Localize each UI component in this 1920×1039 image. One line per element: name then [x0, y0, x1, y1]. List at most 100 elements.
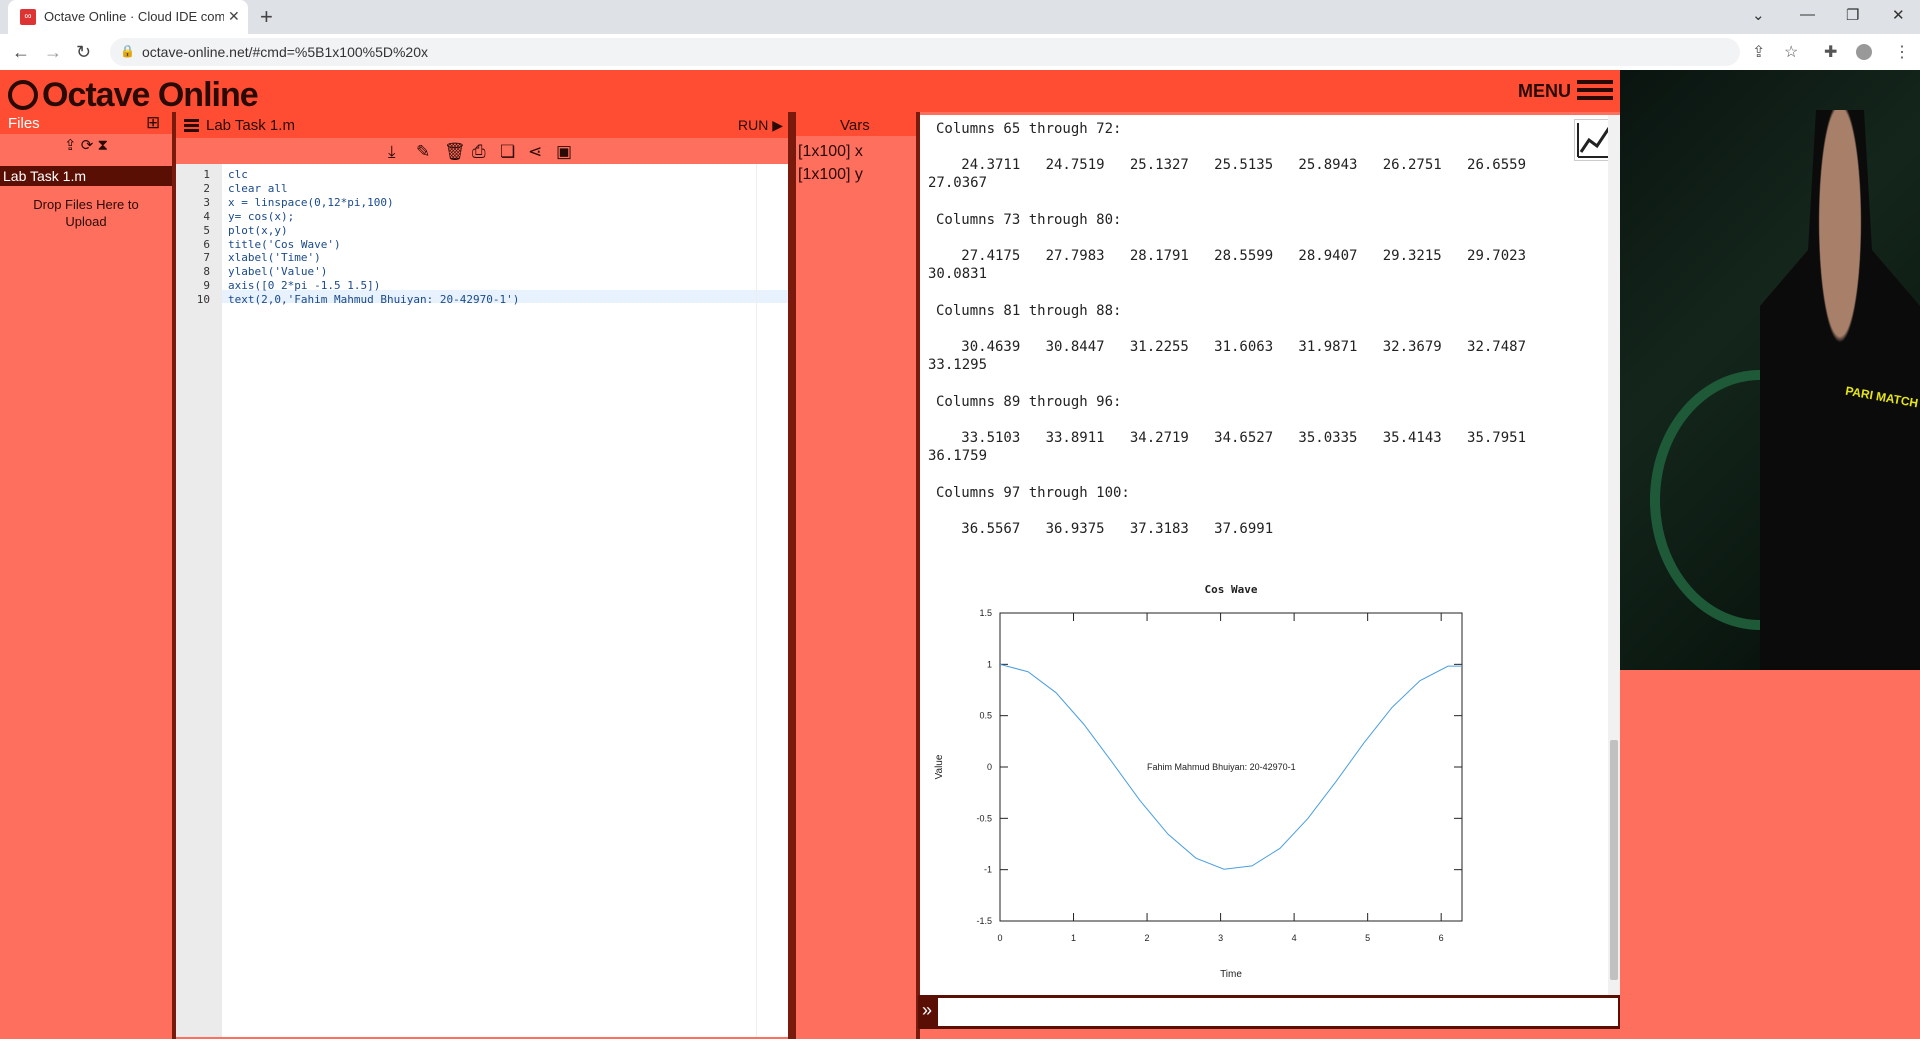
share-icon[interactable]: ⇪ — [1752, 44, 1766, 61]
x-tick-label: 4 — [1292, 933, 1297, 943]
console-values-wrap: 30.0831 — [928, 266, 988, 282]
file-list-item[interactable]: Lab Task 1.m — [0, 166, 172, 186]
code-line[interactable]: axis([0 2*pi -1.5 1.5]) — [228, 279, 381, 293]
command-input[interactable] — [938, 998, 1618, 1026]
line-chart-icon — [1577, 123, 1612, 158]
editor-menu-icon[interactable] — [184, 119, 199, 132]
console-values-wrap: 33.1295 — [928, 357, 988, 373]
code-editor[interactable]: 1 2 3 4 5 6 7 8 9 10 clc clear all x = linspace(0,1… — [176, 164, 788, 1037]
current-line-highlight — [222, 290, 788, 303]
console-values: 24.3711 24.7519 25.1327 25.5135 25.8943 … — [936, 157, 1527, 173]
code-line[interactable]: y= cos(x); — [228, 209, 295, 223]
browser-tab[interactable]: ∞ Octave Online · Cloud IDE comp ✕ — [8, 0, 248, 34]
files-header: Files ⊞ — [0, 112, 172, 134]
tab-title: Octave Online · Cloud IDE comp — [44, 9, 224, 24]
code-line[interactable]: ylabel('Value') — [228, 265, 328, 279]
line-number: 4 — [203, 209, 210, 223]
history-icon[interactable]: ❏ — [500, 142, 516, 161]
new-tab-icon[interactable]: + — [260, 4, 273, 29]
files-panel: Files ⊞ ⇪ ⟳ ⧗ Lab Task 1.m Drop Files He… — [0, 112, 172, 1039]
line-number: 1 — [203, 168, 210, 181]
line-number: 2 — [203, 181, 210, 195]
panel-divider[interactable] — [788, 112, 796, 1039]
files-title: Files — [8, 115, 40, 132]
drop-zone-text[interactable]: Drop Files Here to Upload — [33, 197, 139, 229]
code-line[interactable]: x = linspace(0,12*pi,100) — [228, 195, 394, 209]
advertisement-banner[interactable]: PARI MATCH — [1620, 70, 1920, 670]
plot-figure[interactable]: 0 1 2 3 4 5 6 -1.5 -1 -0.5 0 0.5 1 1.5 Cos Wave Time Val… — [920, 575, 1600, 995]
code-line[interactable]: plot(x,y) — [228, 223, 288, 237]
close-tab-icon[interactable]: ✕ — [228, 8, 240, 24]
console-output[interactable]: Columns 65 through 72: 24.3711 24.7519 2… — [920, 115, 1620, 995]
refresh-icon[interactable]: ⟳ — [80, 137, 94, 154]
run-button[interactable]: RUN ▶ — [738, 117, 783, 133]
cos-wave-line — [1000, 663, 1462, 870]
panel-divider[interactable] — [172, 112, 176, 1039]
variable-item[interactable]: [1x100] x — [798, 143, 863, 160]
share-icon[interactable]: ⋖ — [528, 142, 543, 161]
download-icon[interactable]: ⤓ — [388, 142, 396, 161]
minimize-icon[interactable]: — — [1800, 6, 1815, 23]
bookmark-star-icon[interactable]: ☆ — [1784, 44, 1799, 61]
hamburger-icon — [1577, 80, 1613, 100]
url-field[interactable]: 🔒 octave-online.net/#cmd=%5B1x100%5D%20x — [110, 38, 1740, 66]
code-line[interactable]: text(2,0,'Fahim Mahmud Bhuiyan: 20-42970… — [228, 293, 520, 307]
console-scroll-thumb[interactable] — [1610, 740, 1618, 980]
code-line[interactable]: clc — [228, 168, 248, 181]
file-name: Lab Task 1.m — [3, 168, 87, 184]
y-tick-label: 1.5 — [979, 608, 992, 618]
console-values: 30.4639 30.8447 31.2255 31.6063 31.9871 … — [936, 339, 1527, 355]
files-toolbar: ⇪ ⟳ ⧗ — [0, 136, 172, 156]
forward-icon[interactable]: → — [44, 42, 62, 62]
ad-person-image — [1760, 110, 1920, 670]
menu-button[interactable]: MENU — [1518, 80, 1613, 102]
browser-tab-bar: ∞ Octave Online · Cloud IDE comp ✕ + ⌄ —… — [0, 0, 1920, 34]
x-axis-label: Time — [1220, 969, 1242, 980]
console-values: 33.5103 33.8911 34.2719 34.6527 35.0335 … — [936, 430, 1527, 446]
line-number: 7 — [203, 251, 210, 265]
console-values: 27.4175 27.7983 28.1791 28.5599 28.9407 … — [936, 248, 1527, 264]
restore-icon[interactable]: ❐ — [1846, 7, 1860, 24]
rename-pencil-icon[interactable]: ✎ — [416, 142, 431, 161]
console-columns-header: Columns 81 through 88: — [936, 303, 1122, 319]
back-icon[interactable]: ← — [12, 42, 30, 62]
line-number: 8 — [203, 265, 210, 279]
save-icon[interactable]: ▣ — [556, 142, 573, 161]
profile-avatar[interactable] — [1856, 44, 1872, 60]
octave-online-logo[interactable]: Octave Online — [8, 76, 259, 115]
editor-toolbar: ⤓ ✎ 🗑 ⎙ ❏ ⋖ ▣ — [176, 140, 788, 164]
new-file-icon[interactable]: ⊞ — [146, 113, 161, 132]
octave-favicon-icon: ∞ — [20, 9, 36, 25]
x-tick-label: 0 — [997, 933, 1002, 943]
y-axis-label: Value — [934, 754, 945, 779]
code-line[interactable]: xlabel('Time') — [228, 251, 321, 265]
plot-axes-box — [999, 612, 1463, 922]
line-number: 6 — [203, 237, 210, 251]
line-number: 3 — [203, 195, 210, 209]
editor-header: Lab Task 1.m RUN ▶ — [176, 112, 788, 138]
prompt-chevron-icon: » — [922, 1000, 933, 1020]
reload-icon[interactable]: ↻ — [76, 42, 92, 62]
y-tick-label: 1 — [987, 659, 992, 669]
panel-divider[interactable] — [916, 112, 920, 1039]
plot-title: Cos Wave — [1205, 583, 1258, 596]
x-tick-label: 5 — [1365, 933, 1370, 943]
vars-title: Vars — [840, 117, 870, 134]
extensions-icon[interactable]: ✚ — [1824, 44, 1838, 61]
print-icon[interactable]: ⎙ — [472, 142, 486, 161]
line-number: 9 — [203, 279, 210, 293]
console-columns-header: Columns 65 through 72: — [936, 121, 1122, 137]
console-values: 36.5567 36.9375 37.3183 37.6991 — [936, 521, 1274, 537]
vars-header: Vars — [796, 112, 916, 136]
upload-icon[interactable]: ⇪ — [63, 137, 77, 154]
tab-search-icon[interactable]: ⌄ — [1752, 7, 1765, 24]
delete-icon[interactable]: 🗑 — [444, 142, 466, 161]
x-tick-label: 3 — [1218, 933, 1223, 943]
code-line[interactable]: title('Cos Wave') — [228, 237, 341, 251]
hourglass-icon[interactable]: ⧗ — [97, 137, 109, 154]
console-values-wrap: 27.0367 — [928, 175, 988, 191]
code-line[interactable]: clear all — [228, 181, 288, 195]
browser-menu-icon[interactable]: ⋮ — [1894, 44, 1910, 61]
variable-item[interactable]: [1x100] y — [798, 166, 863, 183]
close-window-icon[interactable]: ✕ — [1892, 7, 1905, 24]
